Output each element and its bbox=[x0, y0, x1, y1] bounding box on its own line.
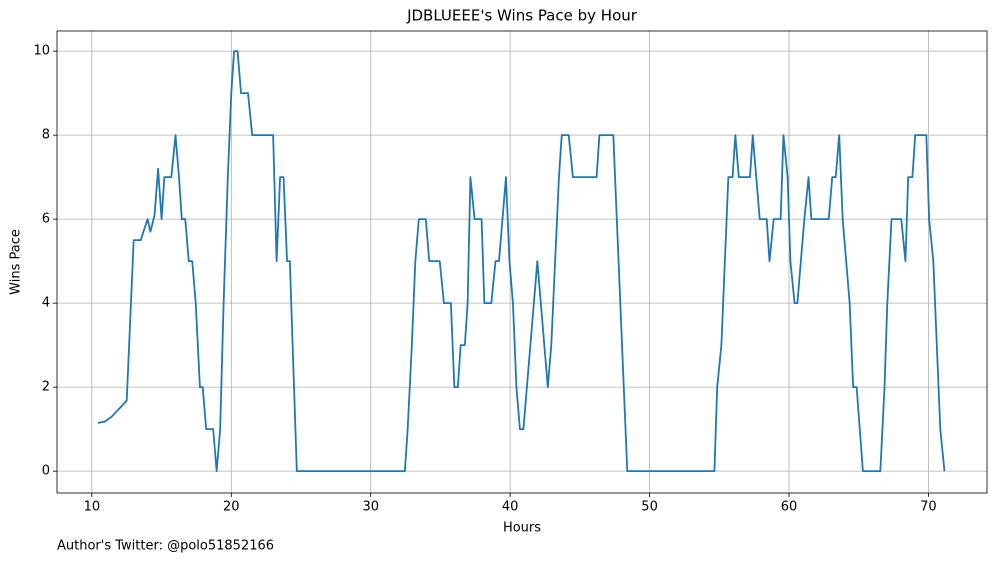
y-tick-label: 8 bbox=[42, 128, 50, 143]
y-axis-label: Wins Pace bbox=[9, 229, 24, 295]
x-tick-label: 60 bbox=[781, 500, 798, 515]
chart-title: JDBLUEEE's Wins Pace by Hour bbox=[406, 7, 638, 25]
x-tick-label: 70 bbox=[920, 500, 937, 515]
x-tick-label: 20 bbox=[223, 500, 240, 515]
y-tick-label: 4 bbox=[42, 296, 50, 311]
x-axis-label: Hours bbox=[503, 521, 541, 536]
y-tick-label: 6 bbox=[42, 212, 50, 227]
y-tick-label: 10 bbox=[33, 44, 50, 59]
data-line bbox=[97, 50, 946, 473]
x-tick-label: 40 bbox=[502, 500, 519, 515]
y-tick-label: 0 bbox=[42, 464, 50, 479]
x-tick-label: 30 bbox=[362, 500, 379, 515]
x-tick-label: 10 bbox=[84, 500, 101, 515]
footnote: Author's Twitter: @polo51852166 bbox=[57, 539, 274, 554]
plot-frame bbox=[56, 30, 988, 494]
y-tick-label: 2 bbox=[42, 380, 50, 395]
x-tick-label: 50 bbox=[641, 500, 658, 515]
